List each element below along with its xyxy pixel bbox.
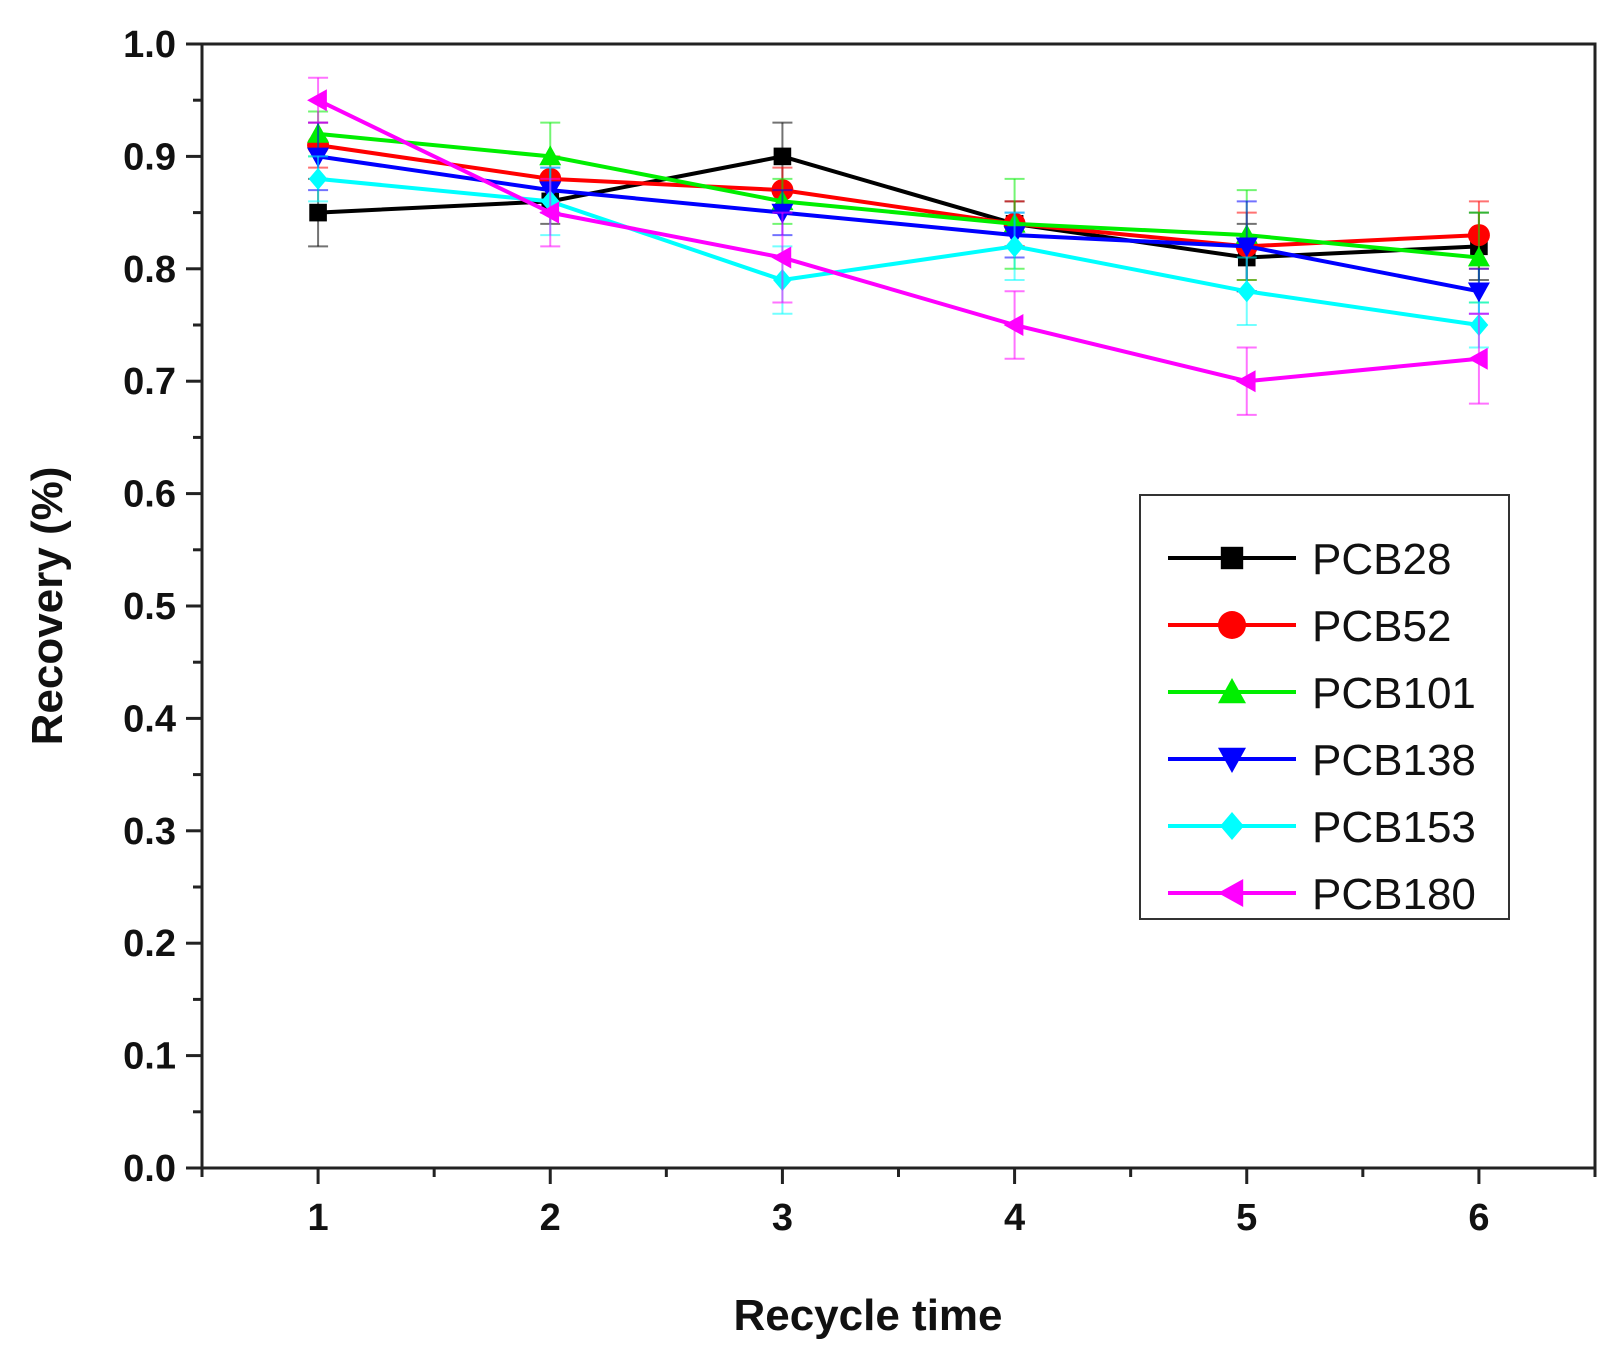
data-point-pcb153 (308, 167, 328, 190)
legend-item-pcb138: PCB138 (1168, 736, 1476, 785)
y-tick-label: 0.4 (123, 698, 176, 740)
legend-marker-pcb153 (1220, 812, 1244, 840)
y-tick-label: 0.2 (123, 923, 176, 965)
data-point-pcb180 (1003, 314, 1024, 336)
x-tick-label: 6 (1468, 1197, 1489, 1239)
x-tick-label: 1 (308, 1197, 329, 1239)
data-point-pcb28 (773, 147, 792, 166)
data-point-pcb138 (1467, 282, 1490, 303)
legend-box (1139, 494, 1510, 920)
data-point-pcb28 (309, 203, 327, 222)
plot-area (307, 76, 1490, 416)
legend-marker-pcb180 (1218, 879, 1244, 907)
legend-item-pcb101: PCB101 (1168, 669, 1476, 718)
y-tick-label: 0.3 (123, 811, 176, 853)
series-line-pcb180 (317, 98, 1480, 384)
legend-marker-pcb138 (1218, 747, 1246, 773)
data-point-pcb180 (1467, 347, 1488, 370)
legend-label-pcb153: PCB153 (1312, 803, 1476, 852)
series-line-pcb52 (317, 143, 1480, 249)
legend-marker-pcb52 (1218, 611, 1246, 639)
y-tick-label: 0.1 (123, 1036, 176, 1078)
y-axis-title: Recovery (%) (23, 467, 72, 746)
data-point-pcb180 (1235, 370, 1256, 393)
data-point-pcb180 (539, 201, 560, 224)
axes: 0.0 0.1 0.2 0.3 0.4 0.5 0.6 0.7 0.8 0.9 1.0 1 2 3 4 5 6 (123, 24, 1597, 1239)
y-tick-label: 1.0 (123, 24, 176, 66)
series-line-pcb138 (317, 154, 1480, 294)
x-tick-label: 2 (540, 1197, 561, 1239)
data-point-pcb101 (1467, 246, 1490, 267)
legend-marker-pcb28 (1220, 546, 1244, 570)
x-axis-title: Recycle time (733, 1291, 1002, 1340)
data-point-pcb101 (539, 145, 562, 166)
data-point-pcb153 (1237, 280, 1257, 303)
data-point-pcb153 (1005, 235, 1024, 258)
legend-item-pcb52: PCB52 (1168, 602, 1451, 651)
y-tick-label: 0.7 (123, 361, 176, 403)
legend-label-pcb101: PCB101 (1312, 669, 1476, 718)
legend-label-pcb180: PCB180 (1312, 870, 1476, 919)
y-tick-label: 0.8 (123, 249, 176, 291)
data-point-pcb180 (307, 89, 327, 112)
y-tick-label: 0.0 (123, 1148, 176, 1190)
y-tick-label: 0.6 (123, 474, 176, 516)
legend-label-pcb52: PCB52 (1312, 602, 1451, 651)
legend-label-pcb138: PCB138 (1312, 736, 1476, 785)
y-tick-label: 0.9 (123, 136, 176, 178)
y-tick-label: 0.5 (123, 586, 176, 628)
data-point-pcb180 (771, 246, 792, 269)
x-tick-label: 4 (1004, 1197, 1025, 1239)
legend: PCB28 PCB52 PCB101 PCB138 PCB153 PCB180 (1139, 494, 1510, 920)
series-line-pcb101 (317, 131, 1480, 260)
legend-item-pcb180: PCB180 (1168, 870, 1476, 919)
legend-marker-pcb101 (1218, 678, 1246, 704)
data-point-pcb138 (1235, 237, 1258, 258)
x-tick-label: 5 (1236, 1197, 1257, 1239)
series-line-pcb153 (317, 176, 1480, 327)
x-tick-label: 3 (772, 1197, 793, 1239)
legend-label-pcb28: PCB28 (1312, 535, 1451, 584)
legend-item-pcb153: PCB153 (1168, 803, 1476, 852)
legend-item-pcb28: PCB28 (1168, 535, 1451, 584)
series-pcb180 (307, 76, 1489, 416)
